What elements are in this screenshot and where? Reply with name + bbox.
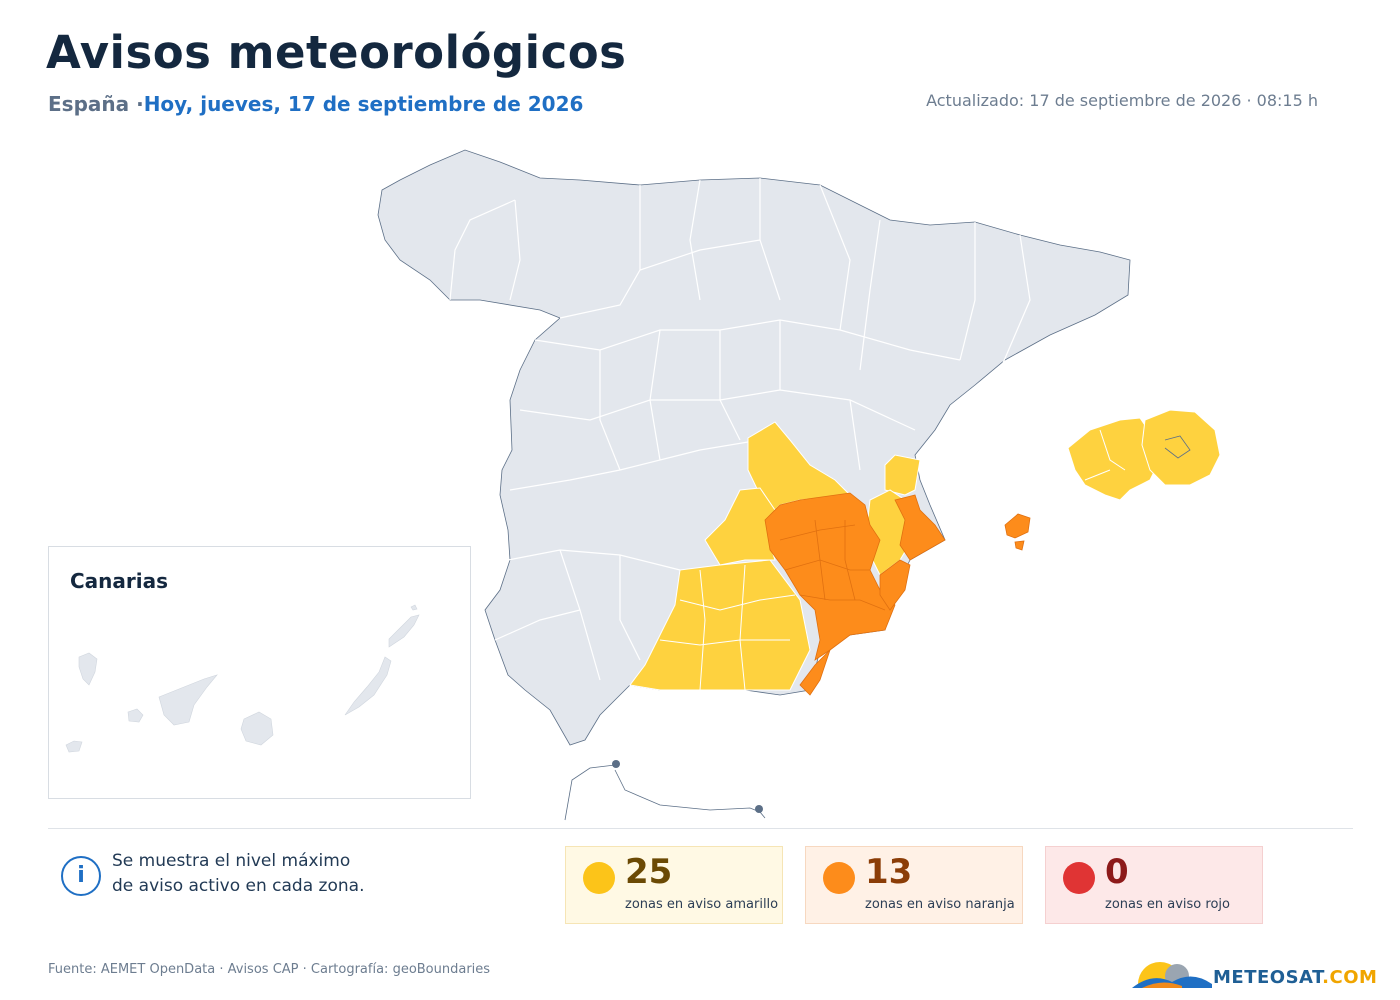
yellow-count: 25 — [625, 852, 673, 892]
island-lanzarote[interactable] — [388, 614, 420, 648]
mallorca[interactable] — [1067, 417, 1161, 501]
red-count: 0 — [1105, 852, 1129, 892]
orange-warning-zones[interactable] — [764, 492, 946, 696]
logo-main: METEOSAT — [1213, 967, 1323, 988]
info-icon: i — [61, 856, 101, 896]
date-label: Hoy, jueves, 17 de septiembre de 2026 — [143, 92, 584, 116]
formentera[interactable] — [1014, 540, 1025, 551]
source-note: Fuente: AEMET OpenData · Avisos CAP · Ca… — [48, 962, 491, 977]
logo-suffix: .COM — [1322, 967, 1378, 988]
info-text: Se muestra el nivel máximo de aviso acti… — [112, 849, 412, 899]
warnings-map — [377, 149, 1221, 821]
menorca[interactable] — [1141, 409, 1221, 486]
canarias-inset: Canarias — [48, 546, 471, 799]
island-el-hierro[interactable] — [65, 740, 83, 753]
country-label: España · — [48, 92, 144, 116]
divider — [48, 828, 1353, 829]
yellow-zone-borders — [659, 564, 796, 691]
red-dot-icon — [1063, 862, 1095, 894]
canarias-map — [65, 604, 420, 753]
island-fuerteventura[interactable] — [344, 656, 392, 716]
province-borders — [449, 178, 1031, 681]
orange-label: zonas en aviso naranja — [865, 897, 1015, 912]
orange-zone-borders — [779, 519, 886, 611]
gibraltar-coast — [564, 764, 616, 821]
red-label: zonas en aviso rojo — [1105, 897, 1230, 912]
info-line-2: de aviso activo en cada zona. — [112, 876, 365, 896]
summary-card-yellow: 25 zonas en aviso amarillo — [565, 846, 783, 924]
ibiza[interactable] — [1004, 513, 1031, 539]
ceuta-marker — [612, 760, 620, 768]
yellow-label: zonas en aviso amarillo — [625, 897, 779, 912]
island-la-gomera[interactable] — [127, 708, 144, 723]
melilla-marker — [755, 805, 763, 813]
logo-text: METEOSAT.COM — [1213, 967, 1377, 988]
yellow-dot-icon — [583, 862, 615, 894]
orange-dot-icon — [823, 862, 855, 894]
summary-card-red: 0 zonas en aviso rojo — [1045, 846, 1263, 924]
orange-count: 13 — [865, 852, 913, 892]
island-gran-canaria[interactable] — [240, 711, 274, 746]
page-subtitle: España ·Hoy, jueves, 17 de septiembre de… — [48, 92, 583, 116]
canarias-label: Canarias — [70, 569, 169, 593]
menorca-inlet — [1164, 435, 1191, 459]
morocco-coast — [614, 769, 766, 819]
updated-timestamp: Actualizado: 17 de septiembre de 2026 · … — [926, 91, 1318, 110]
info-line-1: Se muestra el nivel máximo — [112, 851, 351, 871]
island-la-palma[interactable] — [78, 652, 98, 686]
island-tenerife[interactable] — [158, 674, 218, 726]
mallorca-border — [1084, 429, 1126, 481]
islet-graciosa[interactable] — [410, 604, 418, 611]
logo-icon — [1132, 962, 1212, 988]
page-title: Avisos meteorológicos — [46, 26, 627, 79]
meteosat-logo[interactable]: METEOSAT.COM — [1132, 958, 1377, 988]
summary-card-orange: 13 zonas en aviso naranja — [805, 846, 1023, 924]
